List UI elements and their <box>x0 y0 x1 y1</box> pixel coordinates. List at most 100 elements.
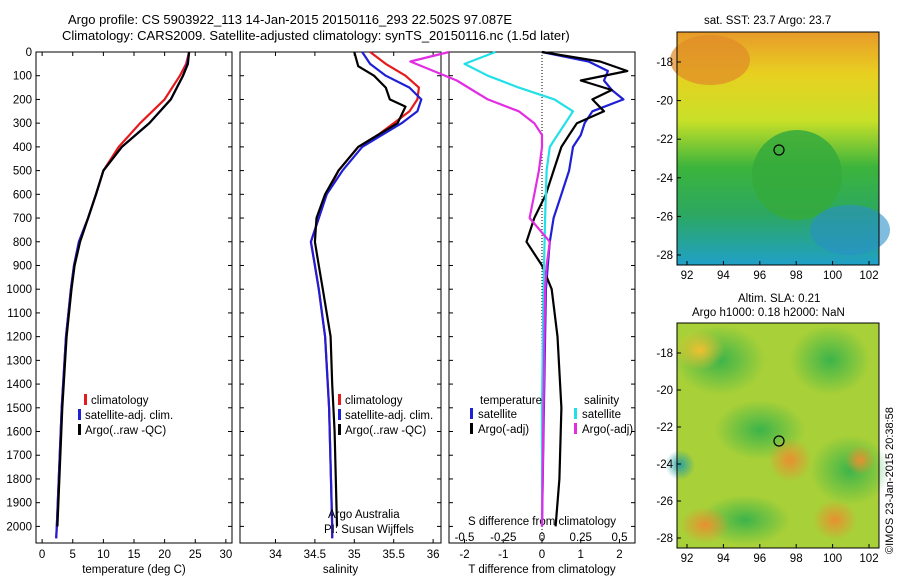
diff-series-3 <box>409 50 551 527</box>
diff-xtick-label: 2 <box>616 549 622 561</box>
diff-x2tick-label: 0.5 <box>612 532 628 544</box>
legend-swatch-argo-s <box>338 424 341 435</box>
sst-xtick-label: 98 <box>790 270 803 282</box>
sla-ytick-label: -18 <box>656 348 673 360</box>
map-axes: 92 94 96 98 100 102 -18 -20 -22 -24 -26 -28 92 94 96 98… <box>656 57 878 565</box>
ytick-label: 200 <box>13 94 32 106</box>
sst-ytick-label: -20 <box>656 96 673 108</box>
sal-xtick-label: 34.5 <box>304 549 326 561</box>
sst-map <box>670 31 890 266</box>
legend-swatch-argo <box>78 424 81 435</box>
legend-swatch-satellite <box>78 409 81 420</box>
sla-ytick-label: -20 <box>656 385 673 397</box>
temp-series-0 <box>55 51 191 539</box>
temp-xtick-label: 20 <box>158 549 171 561</box>
ytick-label: 1800 <box>6 474 32 486</box>
ytick-label: 300 <box>13 118 32 130</box>
sal-series-0 <box>309 51 420 539</box>
legend-swatch-satellite-s <box>338 409 341 420</box>
sst-eddy <box>752 130 842 220</box>
temp-xtick-label: 5 <box>70 549 76 561</box>
ytick-label: 2000 <box>6 521 32 533</box>
diff-xtick-label: -2 <box>459 549 469 561</box>
diff-xtick-label: 0 <box>539 549 545 561</box>
sst-cool-patch <box>810 205 890 255</box>
diff-series-2 <box>463 50 575 527</box>
legend-sal-head: salinity <box>584 395 619 407</box>
sla-map <box>665 322 890 549</box>
legend-satellite: satellite-adj. clim. <box>85 410 173 422</box>
sst-xtick-label: 102 <box>859 270 878 282</box>
ytick-label: 800 <box>13 237 32 249</box>
legend-satellite-s: satellite-adj. clim. <box>345 410 433 422</box>
sst-ytick-label: -18 <box>656 57 673 69</box>
temp-xtick-label: 25 <box>189 549 202 561</box>
legend-temp-sat: satellite <box>478 409 517 421</box>
sst-ytick-label: -22 <box>656 134 673 146</box>
diff-xtick-label: 1 <box>578 549 584 561</box>
sst-xtick-label: 96 <box>753 270 766 282</box>
legend-climatology: climatology <box>91 395 149 407</box>
sal-frame <box>239 51 442 544</box>
sla-ytick-label: -28 <box>656 533 673 545</box>
ytick-label: 1100 <box>7 308 32 320</box>
diff-x2tick-label: -0.5 <box>455 532 475 544</box>
legend-swatch-sal-sat <box>574 408 577 419</box>
diff-x2tick-label: -0.25 <box>490 532 516 544</box>
sal-xtick-label: 36 <box>427 549 440 561</box>
salinity-panel: 34 34.5 35 35.5 36 salinity <box>239 51 442 576</box>
diff-xtick-label: -1 <box>498 549 508 561</box>
argo-position-marker <box>773 144 785 156</box>
temp-xtick-label: 0 <box>39 549 45 561</box>
ytick-label: 700 <box>13 213 32 225</box>
sla-map-frame <box>676 322 880 549</box>
argo-position-marker-sla <box>773 435 785 447</box>
ytick-label: 900 <box>13 260 32 272</box>
ytick-label: 500 <box>13 166 32 178</box>
legend-swatch-climatology <box>84 394 87 405</box>
title-line2: Climatology: CARS2009. Satellite-adjuste… <box>62 28 570 43</box>
ytick-label: 1500 <box>6 403 32 415</box>
legend-swatch-temp-sat <box>470 408 473 419</box>
sla-map-title1: Altim. SLA: 0.21 <box>738 293 820 305</box>
sst-map-frame <box>676 31 880 266</box>
sst-xtick-label: 94 <box>717 270 730 282</box>
ytick-label: 1300 <box>6 355 32 367</box>
imos-timestamp: ©IMOS 23-Jan-2015 20:38:58 <box>884 407 896 554</box>
sal-xtick-label: 35.5 <box>383 549 405 561</box>
legend-temp-head: temperature <box>480 395 542 407</box>
legend-argo: Argo(..raw -QC) <box>85 425 166 437</box>
legend-swatch-temp-argo <box>470 423 473 434</box>
sla-ytick-label: -22 <box>656 422 673 434</box>
sla-map-title2: Argo h1000: 0.18 h2000: NaN <box>692 307 845 319</box>
title-line1: Argo profile: CS 5903922_113 14-Jan-2015… <box>68 12 512 27</box>
ytick-label: 1600 <box>6 427 32 439</box>
sal-series-1 <box>309 51 423 539</box>
temp-frame <box>35 51 233 544</box>
sal-xtick-label: 35 <box>348 549 361 561</box>
sst-map-title: sat. SST: 23.7 Argo: 23.7 <box>704 15 831 27</box>
temp-series-1 <box>55 51 191 539</box>
credit-line1: Argo Australia <box>328 509 400 521</box>
legend-swatch-sal-argo <box>574 423 577 434</box>
sst-ytick-label: -24 <box>656 173 673 185</box>
ytick-label: 600 <box>13 189 32 201</box>
sla-ytick-label: -26 <box>656 496 673 508</box>
sal-xtick-label: 34 <box>269 549 282 561</box>
sst-ytick-label: -26 <box>656 211 673 223</box>
difference-legend: temperature salinity satellite satellite… <box>470 395 633 436</box>
sla-xtick-label: 100 <box>823 553 842 565</box>
temp-xtick-label: 30 <box>219 549 232 561</box>
ytick-label: 1700 <box>6 450 32 462</box>
salinity-legend: climatology satellite-adj. clim. Argo(..… <box>338 394 433 437</box>
ytick-label: 400 <box>13 142 32 154</box>
legend-climatology-s: climatology <box>345 395 403 407</box>
diff-x2tick-label: 0.25 <box>570 532 592 544</box>
temperature-legend: climatology satellite-adj. clim. Argo(..… <box>78 394 173 437</box>
legend-argo-s: Argo(..raw -QC) <box>345 425 426 437</box>
sal-xlabel: salinity <box>323 564 358 576</box>
sla-xtick-label: 92 <box>681 553 694 565</box>
sla-xtick-label: 96 <box>753 553 766 565</box>
sst-ytick-label: -28 <box>656 250 673 262</box>
